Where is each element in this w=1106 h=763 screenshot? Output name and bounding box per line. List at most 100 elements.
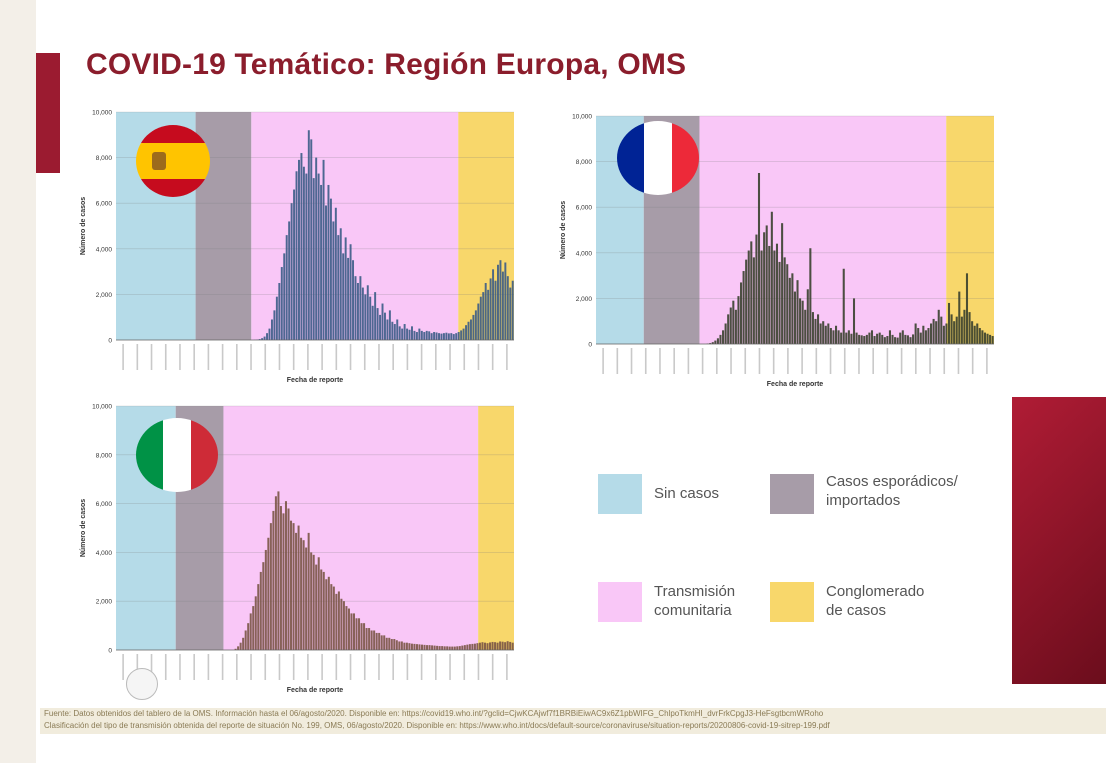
bar [752,257,755,344]
bar [860,335,863,344]
bar [775,243,779,344]
bar [806,289,809,344]
bar [457,332,460,340]
y-tick-label: 6,000 [96,201,113,208]
bar [452,334,455,340]
bar [352,260,355,340]
bar [295,171,298,340]
bar [840,332,843,344]
bar [302,540,305,650]
bar [327,576,330,650]
bar [793,291,796,344]
bar [479,296,482,340]
bar [436,645,439,650]
x-tick-mark [136,654,139,680]
bar [742,271,745,344]
bar [927,328,930,344]
italy-chart-svg: 0 2,000 4,000 6,000 8,000 10,000 Fecha de repo… [80,404,514,694]
bar [799,298,802,344]
bar [342,253,345,340]
x-tick-mark [843,348,846,374]
bar [469,319,472,340]
bar [244,630,247,650]
bar [947,302,951,344]
legend-item-sin-casos: Sin casos [598,474,719,514]
x-tick-mark [858,348,860,374]
bar [374,292,377,340]
bar [405,642,408,650]
y-axis-label: Número de casos [560,201,567,259]
x-tick-mark [435,654,437,680]
bar [365,628,368,650]
bar [455,333,458,340]
bar [442,333,445,340]
x-tick-mark [264,344,267,370]
y-tick-label: 8,000 [96,155,113,162]
bar [249,613,252,650]
bar [257,584,260,650]
bar [413,643,416,650]
bar [266,333,269,340]
source-footer: Fuente: Datos obtenidos del tablero de l… [40,708,1106,734]
bar [511,642,514,650]
x-tick-mark [687,348,690,374]
bar [991,336,994,344]
bar [870,330,874,344]
bar [801,300,804,344]
bar [904,334,907,344]
bar [270,319,273,340]
bar [477,303,480,340]
legend-swatch-esporadicos [770,474,814,514]
x-tick-mark [122,654,124,680]
bar [398,326,401,340]
bar [359,276,362,340]
bar [337,591,340,650]
x-tick-mark [349,654,352,680]
bar [307,532,310,650]
x-tick-mark [801,348,803,374]
bar [339,228,342,340]
bar [786,264,789,344]
bar [924,330,927,344]
bar [302,166,305,340]
x-tick-mark [392,344,394,370]
bar [310,552,313,650]
x-tick-mark [971,348,974,374]
bar [791,273,794,344]
bar [494,642,497,650]
bar [239,642,242,650]
bar [450,333,453,340]
bar [278,283,281,340]
bar [393,324,396,340]
bar [716,338,719,344]
x-tick-mark [463,344,466,370]
bar [989,334,992,344]
x-tick-mark [207,344,210,370]
bar [370,630,373,650]
bar [378,632,381,650]
bar [317,173,320,340]
bar [770,211,773,344]
bar [312,554,315,650]
bar [822,321,825,344]
x-tick-mark [378,344,380,370]
bar [950,314,953,344]
bar [750,241,753,344]
bar [865,334,868,344]
bar [380,635,383,650]
bar [366,285,369,340]
x-tick-mark [477,344,480,370]
bar [360,623,363,650]
legend-item-esporadicos: Casos esporádicos/ importados [770,473,958,514]
y-tick-label: 6,000 [96,501,113,508]
bar [415,644,418,650]
bar [472,314,475,340]
bar [368,628,371,650]
bar [804,309,807,344]
bar [332,221,335,340]
bar [819,323,822,344]
x-tick-mark [307,654,309,680]
bar [501,641,504,650]
bar [468,644,471,650]
bar [489,278,492,340]
